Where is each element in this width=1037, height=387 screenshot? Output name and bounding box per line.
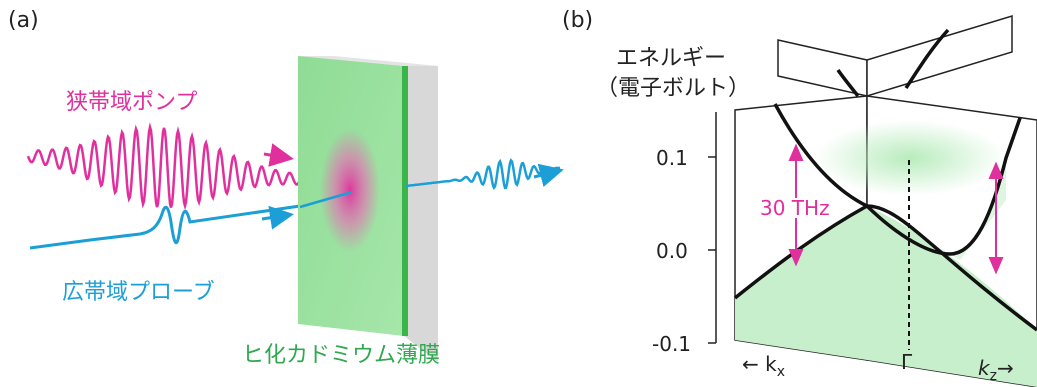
- back-plane-right: [866, 14, 1013, 98]
- transition-arrow-right: [988, 161, 1004, 275]
- probe-beam-through: [299, 190, 353, 209]
- probe-arrow-out: [533, 163, 564, 188]
- probe-pulse-incoming: [29, 194, 341, 250]
- probe-arrow-in: [261, 205, 294, 230]
- kz-subscript: z: [989, 368, 997, 384]
- ytick-label--0.1: -0.1: [652, 332, 692, 356]
- kx-subscript: x: [776, 364, 785, 380]
- kz-k: k: [978, 356, 990, 380]
- probe-label: 広帯域プローブ: [62, 280, 215, 305]
- panel-a-label: (a): [8, 8, 39, 33]
- pump-label: 狭帯域ポンプ: [66, 90, 198, 115]
- probe-pulse-transmitted: [405, 158, 560, 191]
- panel-a: [26, 56, 564, 362]
- kz-arrow: →: [996, 356, 1014, 380]
- ytick-label-0.1: 0.1: [656, 146, 688, 170]
- film-side: [404, 66, 438, 362]
- kx-arrow-k: ← k: [742, 352, 777, 376]
- energy-axis-label-line1: エネルギー: [616, 46, 727, 71]
- back-plane: [777, 39, 868, 97]
- back-band-2: [904, 28, 950, 89]
- frequency-annotation: 30 THz: [760, 196, 830, 220]
- kz-axis-label: kz→: [978, 358, 1014, 383]
- sample-label: ヒ化カドミウム薄膜: [242, 343, 441, 368]
- film-edge: [402, 66, 408, 336]
- pump-arrow: [263, 143, 294, 167]
- panel-b-label: (b): [562, 8, 594, 33]
- film-top: [298, 56, 438, 66]
- valence-fill-left: [735, 206, 867, 360]
- upper-band-glow: [815, 120, 1005, 196]
- kx-axis-label: ← kx: [742, 354, 785, 379]
- pump-spot: [320, 128, 380, 252]
- gamma-label: Γ: [901, 350, 913, 374]
- kx-band-upper: [773, 103, 868, 208]
- panel-b: [708, 14, 1037, 387]
- ytick-label-0.0: 0.0: [656, 239, 688, 263]
- back-band-1: [836, 69, 860, 98]
- energy-axis-label-line2: （電子ボルト）: [596, 76, 751, 101]
